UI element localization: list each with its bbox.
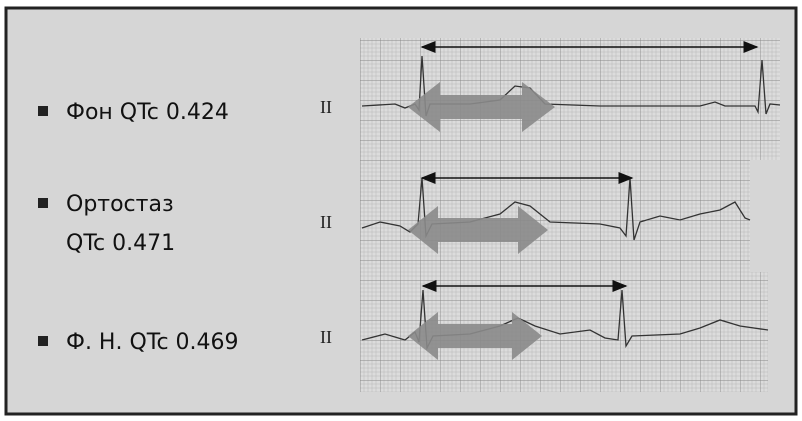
page: Фон QTc 0.424 II Ортостаз QTc 0.471 II Ф… [0, 0, 802, 421]
lead-label: II [320, 212, 332, 232]
slide: Фон QTc 0.424 II Ортостаз QTc 0.471 II Ф… [0, 0, 802, 421]
item-label: Ортостаз [66, 192, 174, 217]
bullet [38, 106, 48, 116]
item-label: Ф. Н. QTc 0.469 [66, 330, 239, 355]
bullet [38, 336, 48, 346]
lead-label: II [320, 327, 332, 347]
item-label: QTc 0.471 [66, 231, 175, 256]
item-label: Фон QTc 0.424 [66, 100, 229, 125]
lead-label: II [320, 97, 332, 117]
bullet [38, 198, 48, 208]
